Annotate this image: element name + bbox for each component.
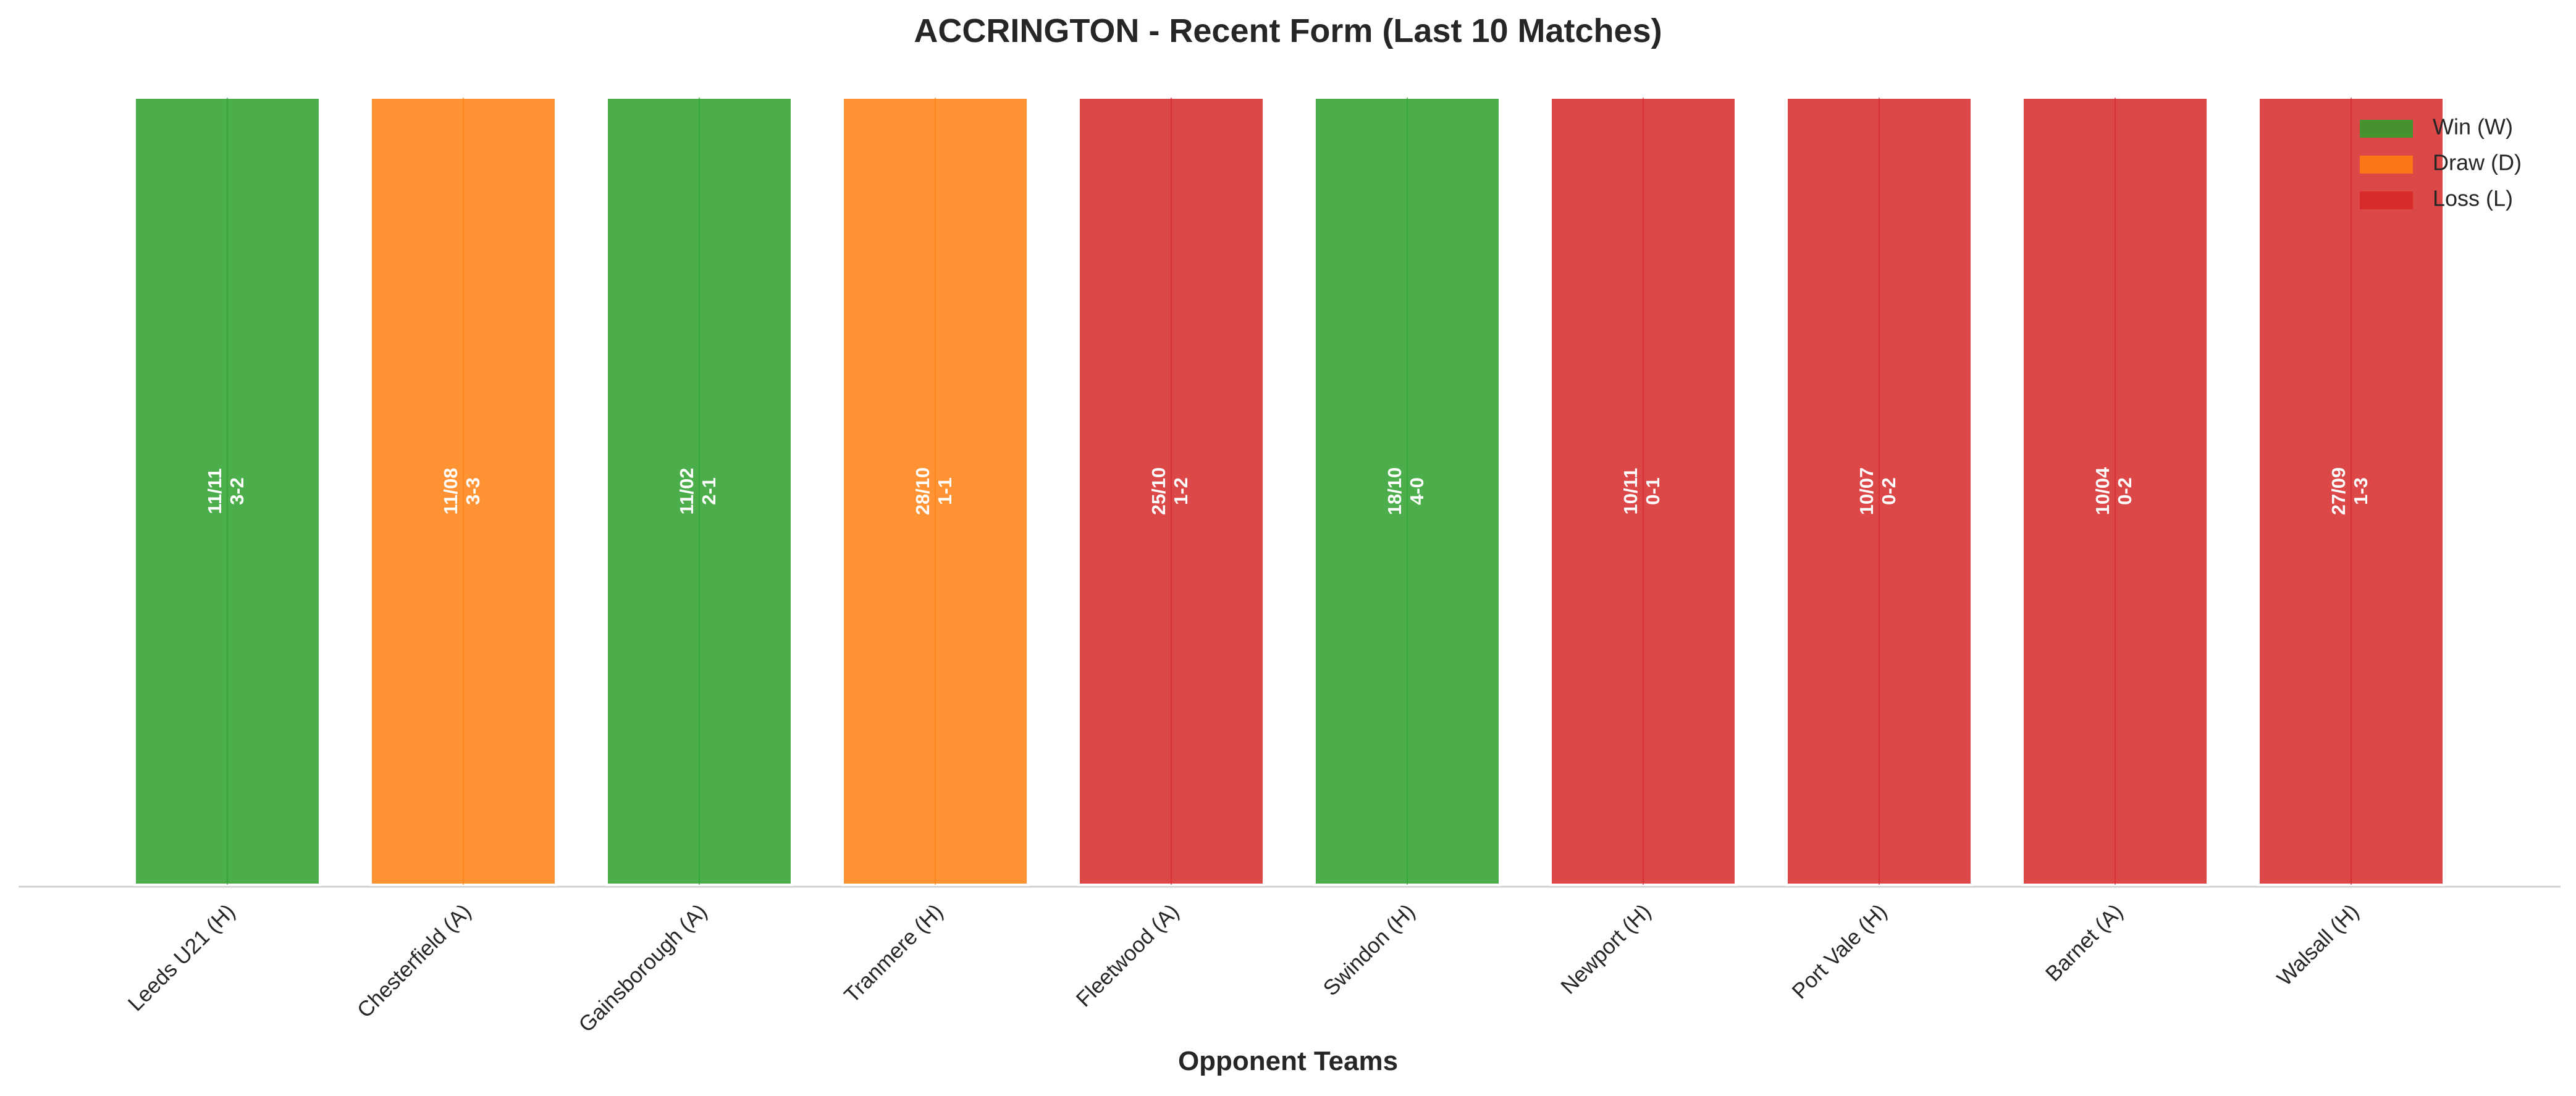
bar-score-label: 3-2 (226, 477, 248, 505)
bar-score-label: 1-2 (1170, 477, 1192, 505)
bar-labels-layer: 11/11 3-2 11/08 3-3 11/02 2-1 28/10 1-1 25/10 1-2… (204, 467, 2372, 515)
legend: Win (W) Draw (D) Loss (L) (2360, 114, 2522, 211)
bar-date-label: 28/10 (912, 467, 933, 516)
x-tick-labels: Leeds U21 (H) Chesterfield (A) Gainsboroug… (124, 900, 2364, 1037)
bar-score-label: 4-0 (1406, 477, 1428, 505)
x-tick-label: Gainsborough (A) (574, 900, 712, 1037)
bar-date-label: 25/10 (1148, 467, 1169, 516)
bar-date-label: 11/02 (676, 468, 697, 515)
bars-layer (133, 96, 2445, 886)
x-tick-label: Leeds U21 (H) (124, 900, 240, 1016)
legend-swatch (2360, 120, 2413, 138)
bar-score-label: 0-2 (1878, 477, 1900, 505)
x-tick-label: Port Vale (H) (1787, 900, 1892, 1004)
bar-date-label: 18/10 (1384, 467, 1405, 516)
bar-score-label: 1-1 (934, 477, 956, 505)
bar-score-label: 3-3 (462, 477, 484, 505)
bar-score-label: 1-3 (2350, 477, 2372, 505)
bar-date-label: 27/09 (2328, 467, 2349, 516)
x-tick-label: Fleetwood (A) (1072, 900, 1184, 1012)
bar-date-label: 10/11 (1620, 468, 1641, 515)
x-axis-label: Opponent Teams (1178, 1046, 1398, 1076)
legend-label: Draw (D) (2433, 150, 2522, 175)
x-tick-label: Walsall (H) (2273, 900, 2364, 991)
bar-date-label: 11/11 (204, 468, 225, 514)
bar-date-label: 11/08 (440, 468, 461, 515)
bar-date-label: 10/04 (2092, 467, 2113, 515)
bar-score-label: 0-2 (2114, 477, 2136, 505)
x-tick-label: Barnet (A) (2041, 900, 2128, 986)
x-tick-label: Newport (H) (1556, 900, 1656, 999)
x-tick-label: Swindon (H) (1318, 900, 1420, 1001)
bar-score-label: 2-1 (698, 477, 720, 505)
chart-title: ACCRINGTON - Recent Form (Last 10 Matche… (914, 12, 1662, 49)
bar-date-label: 10/07 (1856, 467, 1877, 516)
bar-score-label: 0-1 (1642, 477, 1664, 505)
legend-label: Win (W) (2433, 114, 2513, 140)
x-tick-label: Tranmere (H) (840, 900, 948, 1008)
legend-label: Loss (L) (2433, 186, 2513, 211)
legend-swatch (2360, 156, 2413, 174)
x-tick-label: Chesterfield (A) (353, 900, 476, 1023)
legend-swatch (2360, 191, 2413, 209)
